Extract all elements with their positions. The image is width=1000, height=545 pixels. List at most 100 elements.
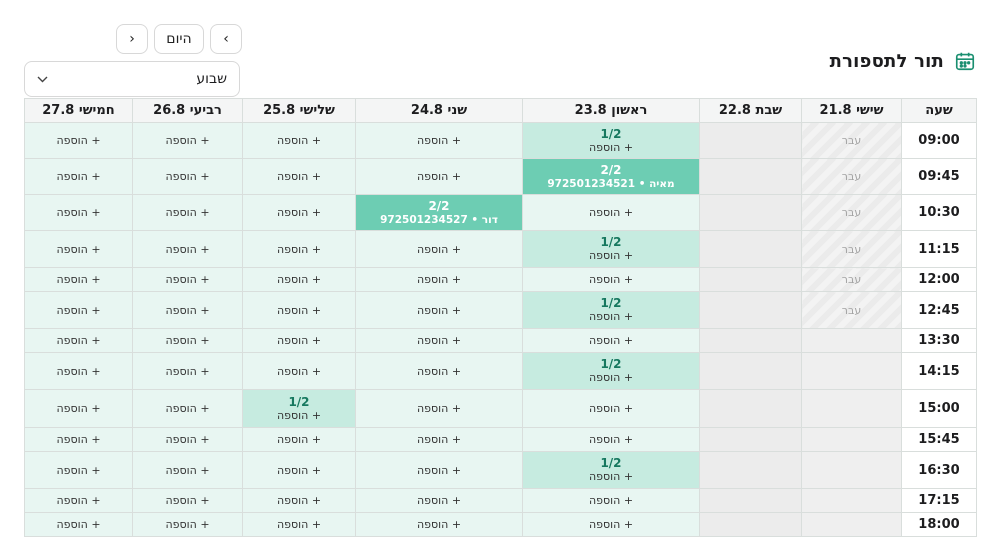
add-booking-slot[interactable]: + הוספה [24,291,133,329]
partially-booked-slot[interactable]: 1/2 + הוספה [522,352,700,390]
booking-count: 1/2 [600,235,622,249]
closed-slot [699,512,802,537]
time-label: 11:15 [901,230,977,268]
add-booking-slot[interactable]: + הוספה [522,328,700,353]
add-booking-slot[interactable]: + הוספה [355,451,523,489]
time-label: 16:30 [901,451,977,489]
today-button[interactable]: היום [154,24,204,54]
booking-count: 2/2 [600,162,622,177]
add-booking-slot[interactable]: + הוספה [24,512,133,537]
add-booking-slot[interactable]: + הוספה [132,194,243,231]
add-booking-slot[interactable]: + הוספה [355,122,523,159]
partially-booked-slot[interactable]: 1/2 + הוספה [242,389,356,428]
add-booking-slot[interactable]: + הוספה [132,488,243,513]
add-booking-slot[interactable]: + הוספה [242,267,356,292]
page-header: תור לתספורת [830,50,976,72]
add-booking-slot[interactable]: + הוספה [355,352,523,390]
add-booking-slot[interactable]: + הוספה [24,451,133,489]
add-booking-slot[interactable]: + הוספה [24,158,133,195]
add-booking-slot[interactable]: + הוספה [242,512,356,537]
time-slot-row: 09:00 עבר 1/2 + הוספה + הוספה + הוספה + הוספה +… [24,122,977,159]
prev-week-button[interactable]: ‹ [210,24,242,54]
add-booking-slot[interactable]: + הוספה [24,267,133,292]
view-select[interactable]: שבוע [24,61,240,97]
add-booking-slot[interactable]: + הוספה [242,427,356,452]
add-booking-slot[interactable]: + הוספה [132,427,243,452]
add-booking-slot[interactable]: + הוספה [355,267,523,292]
time-label: 10:30 [901,194,977,231]
add-booking-slot[interactable]: + הוספה [132,451,243,489]
add-booking-slot[interactable]: + הוספה [242,352,356,390]
past-slot: עבר [801,122,902,159]
booked-slot[interactable]: 2/2 דור • 972501234527 [355,194,523,231]
add-booking-slot[interactable]: + הוספה [24,328,133,353]
add-booking-slot[interactable]: + הוספה [132,267,243,292]
time-label: 12:45 [901,291,977,329]
calendar-icon [955,52,975,71]
add-booking-slot[interactable]: + הוספה [24,352,133,390]
add-booking-slot[interactable]: + הוספה [242,194,356,231]
add-booking-slot[interactable]: + הוספה [522,194,700,231]
closed-slot [699,352,802,390]
add-booking-slot[interactable]: + הוספה [24,488,133,513]
time-slot-row: 13:30 + הוספה + הוספה + הוספה + הוספה + הוספה [24,328,977,353]
closed-slot [699,194,802,231]
add-booking-slot[interactable]: + הוספה [24,389,133,428]
add-booking-slot[interactable]: + הוספה [242,488,356,513]
partially-booked-slot[interactable]: 1/2 + הוספה [522,451,700,489]
closed-slot [699,451,802,489]
add-booking-label: + הוספה [588,470,634,483]
time-slot-row: 12:45 עבר 1/2 + הוספה + הוספה + הוספה + הוספה +… [24,291,977,329]
add-booking-slot[interactable]: + הוספה [355,488,523,513]
booking-count: 1/2 [288,394,310,409]
add-booking-slot[interactable]: + הוספה [522,389,700,428]
add-booking-slot[interactable]: + הוספה [132,230,243,268]
add-booking-slot[interactable]: + הוספה [355,389,523,428]
add-booking-slot[interactable]: + הוספה [24,427,133,452]
add-booking-slot[interactable]: + הוספה [522,488,700,513]
partially-booked-slot[interactable]: 1/2 + הוספה [522,291,700,329]
add-booking-slot[interactable]: + הוספה [355,427,523,452]
add-booking-slot[interactable]: + הוספה [132,352,243,390]
booked-slot[interactable]: 2/2 מאיה • 972501234521 [522,158,700,195]
column-header-fri: שישי 21.8 [801,98,902,123]
past-slot: עבר [801,291,902,329]
add-booking-slot[interactable]: + הוספה [132,291,243,329]
add-booking-slot[interactable]: + הוספה [242,230,356,268]
booking-count: 2/2 [428,198,450,213]
week-navigation: › היום ‹ [116,24,242,54]
partially-booked-slot[interactable]: 1/2 + הוספה [522,122,700,159]
add-booking-slot[interactable]: + הוספה [522,512,700,537]
closed-slot [699,291,802,329]
add-booking-slot[interactable]: + הוספה [132,328,243,353]
add-booking-slot[interactable]: + הוספה [355,328,523,353]
add-booking-slot[interactable]: + הוספה [242,291,356,329]
add-booking-slot[interactable]: + הוספה [355,291,523,329]
add-booking-slot[interactable]: + הוספה [24,194,133,231]
time-slot-row: 15:45 + הוספה + הוספה + הוספה + הוספה + הוספה [24,427,977,452]
time-slot-row: 15:00 + הוספה + הוספה 1/2 + הוספה + הוספה + הו… [24,389,977,428]
add-booking-slot[interactable]: + הוספה [242,122,356,159]
add-booking-slot[interactable]: + הוספה [355,158,523,195]
add-booking-slot[interactable]: + הוספה [355,512,523,537]
column-header-wed: רביעי 26.8 [132,98,243,123]
add-booking-slot[interactable]: + הוספה [132,122,243,159]
add-booking-slot[interactable]: + הוספה [355,230,523,268]
add-booking-slot[interactable]: + הוספה [522,267,700,292]
add-booking-slot[interactable]: + הוספה [24,122,133,159]
schedule-table: שעה שישי 21.8 שבת 22.8 ראשון 23.8 שני 24… [24,98,977,537]
add-booking-slot[interactable]: + הוספה [132,389,243,428]
unavailable-slot [801,389,902,428]
time-label: 13:30 [901,328,977,353]
add-booking-slot[interactable]: + הוספה [242,158,356,195]
next-week-button[interactable]: › [116,24,148,54]
column-header-tue: שלישי 25.8 [242,98,356,123]
add-booking-slot[interactable]: + הוספה [132,512,243,537]
add-booking-slot[interactable]: + הוספה [522,427,700,452]
add-booking-slot[interactable]: + הוספה [24,230,133,268]
add-booking-slot[interactable]: + הוספה [242,328,356,353]
add-booking-slot[interactable]: + הוספה [242,451,356,489]
column-header-thu: חמישי 27.8 [24,98,133,123]
add-booking-slot[interactable]: + הוספה [132,158,243,195]
partially-booked-slot[interactable]: 1/2 + הוספה [522,230,700,268]
